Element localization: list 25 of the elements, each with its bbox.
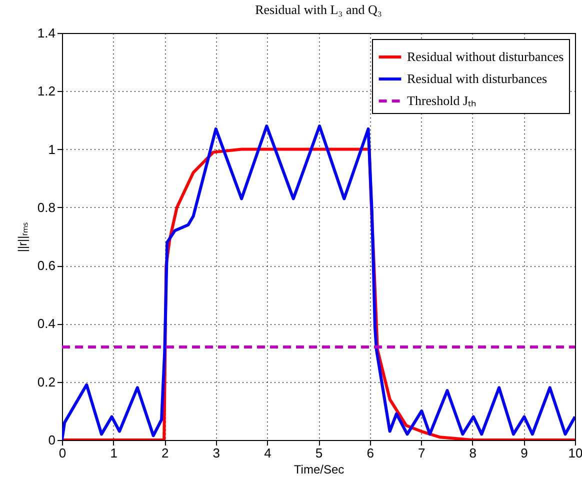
y-axis-title: ||r||ᵣₘₛ	[15, 222, 30, 252]
y-tick-label: 1.4	[37, 26, 56, 40]
x-tick-label: 8	[469, 446, 477, 460]
legend-label: Threshold Jₜₕ	[407, 93, 476, 108]
y-tick-label: 0	[48, 432, 56, 448]
x-tick-label: 0	[58, 446, 66, 460]
x-tick-label: 4	[264, 446, 272, 460]
y-tick-label: 0.8	[37, 200, 56, 215]
y-tick-label: 0.6	[37, 258, 56, 274]
y-tick-label: 1.2	[37, 84, 56, 99]
chart-title: Residual with L₃ and Q₃	[255, 2, 382, 17]
x-axis-title: Time/Sec	[294, 462, 344, 476]
x-tick-label: 1	[110, 446, 118, 460]
x-tick-label: 6	[366, 446, 374, 460]
y-tick-label: 0.4	[37, 316, 56, 332]
legend-label: Residual with disturbances	[407, 71, 548, 86]
x-tick-label: 5	[315, 446, 323, 460]
x-tick-label: 2	[161, 446, 169, 460]
x-tick-label: 7	[418, 446, 426, 460]
x-tick-label: 10	[568, 446, 582, 460]
x-tick-label: 3	[212, 446, 220, 460]
y-tick-label: 1	[48, 142, 56, 157]
x-tick-label: 9	[520, 446, 528, 460]
legend-label: Residual without disturbances	[407, 49, 564, 64]
y-tick-label: 0.2	[37, 374, 56, 390]
